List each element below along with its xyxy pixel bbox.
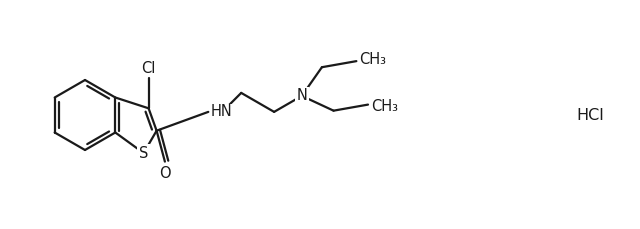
Text: Cl: Cl	[141, 61, 156, 76]
Text: S: S	[139, 146, 148, 161]
Text: CH₃: CH₃	[360, 52, 387, 67]
Text: O: O	[159, 166, 171, 181]
Text: HCl: HCl	[576, 107, 604, 123]
Text: N: N	[296, 88, 307, 103]
Text: CH₃: CH₃	[371, 99, 398, 114]
Text: HN: HN	[211, 104, 232, 119]
